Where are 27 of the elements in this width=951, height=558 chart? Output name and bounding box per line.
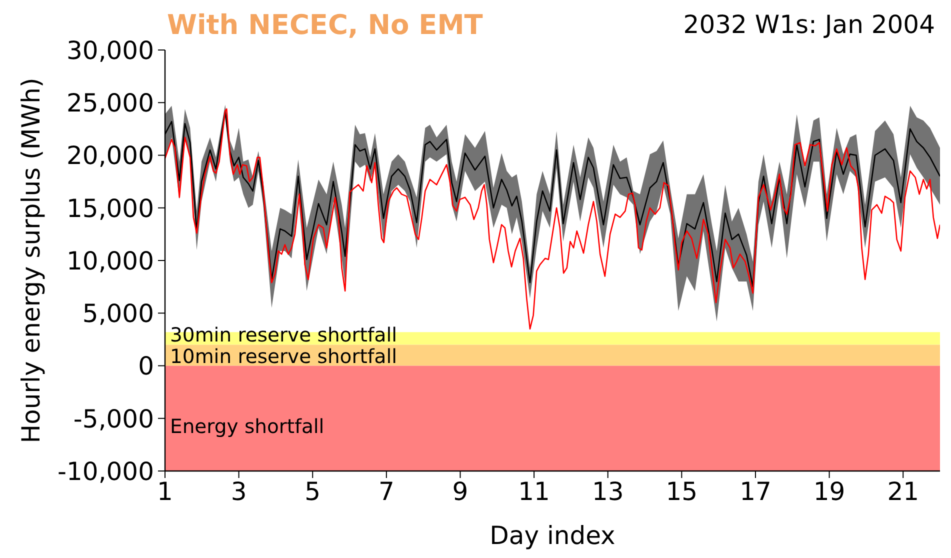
y-tick-label: 30,000 — [66, 36, 154, 65]
y-tick-label: -5,000 — [73, 404, 154, 434]
x-axis-title: Day index — [490, 521, 616, 550]
x-tick-label: 7 — [378, 476, 394, 506]
y-tick-label: 20,000 — [66, 141, 154, 170]
x-tick-label: 15 — [666, 476, 698, 506]
y-axis-title: Hourly energy surplus (MWh) — [16, 78, 46, 444]
y-tick-label: 0 — [138, 352, 154, 381]
y-tick-label: 5,000 — [82, 299, 154, 328]
x-tick-label: 3 — [230, 476, 247, 506]
band-label: 30min reserve shortfall — [170, 324, 398, 347]
chart-title: With NECEC, No EMT — [167, 10, 483, 41]
y-tick-label: 25,000 — [66, 88, 154, 118]
y-tick-label: 10,000 — [66, 246, 154, 276]
band-label: Energy shortfall — [170, 415, 324, 438]
x-tick-label: 9 — [452, 476, 468, 506]
y-tick-label: -10,000 — [58, 456, 154, 486]
x-tick-label: 17 — [740, 476, 772, 506]
x-tick-label: 19 — [813, 476, 846, 506]
x-tick-label: 5 — [304, 476, 321, 506]
x-tick-label: 13 — [592, 476, 624, 506]
x-tick-label: 11 — [518, 476, 550, 506]
y-tick-label: 15,000 — [66, 194, 154, 223]
x-tick-label: 1 — [157, 476, 173, 506]
x-tick-label: 21 — [887, 476, 919, 506]
chart-subtitle: 2032 W1s: Jan 2004 — [683, 10, 935, 39]
band-label: 10min reserve shortfall — [170, 344, 398, 368]
